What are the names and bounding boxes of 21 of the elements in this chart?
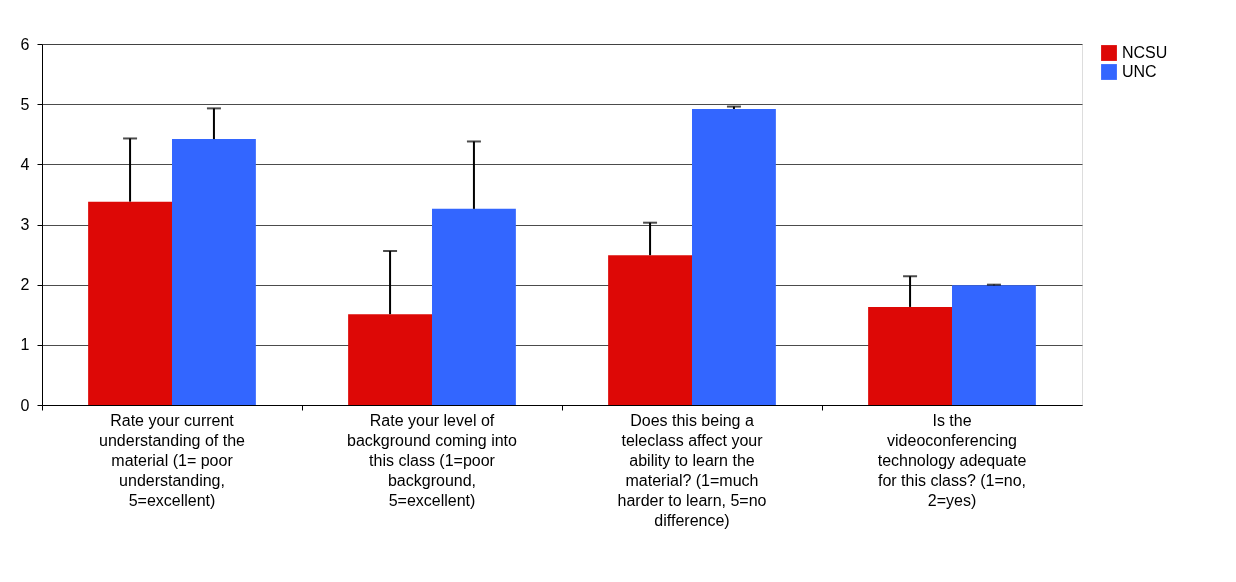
y-tick-label: 0 [20,396,30,414]
bar [348,314,432,405]
bar [432,208,516,405]
y-tick-label: 6 [20,35,30,53]
x-tick-label: Rate your level of background coming into this class (1=poor background, 5=excellent) [347,411,518,509]
x-tick-label: Does this being a teleclass affect your ability to learn the material? (1=much harder to learn, 5=no difference) [617,411,767,529]
x-tick-label: Rate your current understanding of the material (1= poor understanding, 5=excellent) [99,411,246,509]
legend-label: NCSU [1122,44,1168,61]
bar [172,139,256,405]
y-tick-label: 5 [20,95,30,113]
bar [608,255,692,405]
bar [692,108,776,405]
y-tick-label: 2 [20,276,30,294]
legend-label: UNC [1122,63,1157,80]
y-tick-label: 1 [20,336,30,354]
bar [952,285,1036,405]
y-tick-label: 4 [20,155,30,173]
y-tick-label: 3 [20,216,30,233]
bar [88,201,172,405]
x-tick-label: Is the videoconferencing technology adequate for this class? (1=no, 2=yes) [877,411,1027,509]
bar [868,306,952,405]
